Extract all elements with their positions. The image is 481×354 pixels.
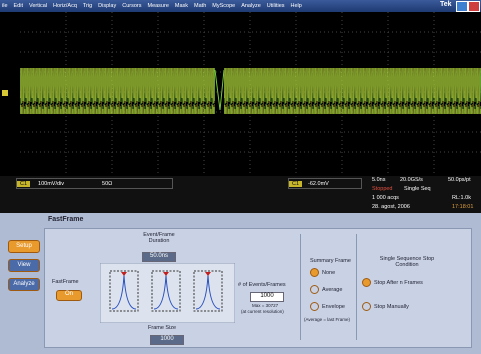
page: ile Edit Vertical Horiz/Acq Trig Display Curso… [0,0,481,354]
panel-title: FastFrame [48,216,83,223]
menu-item[interactable]: Cursors [122,3,141,9]
trigger-readout: C1 -62.0mV [288,178,362,189]
frame-size-field[interactable]: 1000 [150,335,184,345]
menu-item[interactable]: Trig [83,3,92,9]
stop-radio[interactable]: Stop After n Frames [362,278,423,287]
tab[interactable]: Setup [8,240,40,253]
summary-option: Average [322,287,342,293]
acq-mode: Single Seq [404,186,431,192]
summary-option: None [322,270,335,276]
events-field[interactable]: 1000 [250,292,284,302]
duration-field[interactable]: 50.0ns [142,252,176,262]
radio-dot [310,268,319,277]
summary-note: (Average = last Frame) [304,317,350,322]
summary-radio[interactable]: Average [310,285,342,294]
divider [300,234,301,340]
events-note: (at current resolution) [241,309,284,314]
acq-count: 1 000 acqs [372,195,399,201]
minimize-button[interactable] [456,1,468,12]
menu-item[interactable]: Measure [147,3,168,9]
sample-rate: 20.0GS/s [400,177,423,183]
stop-option: Stop Manually [374,304,409,310]
acq-state: Stopped [372,186,393,192]
events-max: Max = 30727 [252,303,278,308]
stop-label: Single Sequence Stop Condition [372,256,442,268]
menu-item[interactable]: Vertical [29,3,47,9]
resolution: 50.0ps/pt [448,177,471,183]
radio-dot [362,302,371,311]
waveform-screen [0,12,481,176]
menu-item[interactable]: Horiz/Acq [53,3,77,9]
menu-item[interactable]: MyScope [212,3,235,9]
stop-option: Stop After n Frames [374,280,423,286]
fastframe-label: FastFrame [52,279,79,285]
record-length: RL:1.0k [452,195,471,201]
date: 28. agost, 2006 [372,204,410,210]
summary-label: Summary Frame [310,258,351,264]
channel-marker [2,90,8,96]
menu-item[interactable]: Math [194,3,206,9]
summary-option: Envelope [322,304,345,310]
waveform [20,68,215,114]
summary-radio[interactable]: None [310,268,335,277]
channel-readout: C1 100mV/div 50Ω [16,178,173,189]
menu-item[interactable]: Mask [175,3,188,9]
tab[interactable]: Analyze [8,278,40,291]
duration-label: Event/Frame Duration [134,232,184,244]
waveform [224,68,481,114]
trigger-level: -62.0mV [308,181,329,187]
menu-item[interactable]: Edit [14,3,23,9]
fastframe-toggle[interactable]: On [56,290,82,301]
channel-badge: C1 [17,181,30,187]
radio-dot [310,285,319,294]
close-button[interactable] [468,1,480,12]
tab[interactable]: View [8,259,40,272]
radio-dot [362,278,371,287]
summary-radio[interactable]: Envelope [310,302,345,311]
trigger-channel: C1 [289,181,302,187]
time: 17:18:01 [452,204,473,210]
divider [356,234,357,340]
vertical-scale: 100mV/div [38,181,64,187]
menu-item[interactable]: Analyze [241,3,261,9]
radio-dot [310,302,319,311]
menu-item[interactable]: Utilities [267,3,285,9]
events-label: # of Events/Frames [238,282,286,288]
stop-radio[interactable]: Stop Manually [362,302,409,311]
frame-size-label: Frame Size [148,325,176,331]
menu-item[interactable]: ile [2,3,8,9]
menu-item[interactable]: Help [291,3,302,9]
menu-bar: ile Edit Vertical Horiz/Acq Trig Display Curso… [0,0,481,12]
brand: Tek [440,1,452,8]
frames-diagram [100,263,235,323]
impedance: 50Ω [102,181,112,187]
timebase: 5.0ns [372,177,385,183]
menu-item[interactable]: Display [98,3,116,9]
